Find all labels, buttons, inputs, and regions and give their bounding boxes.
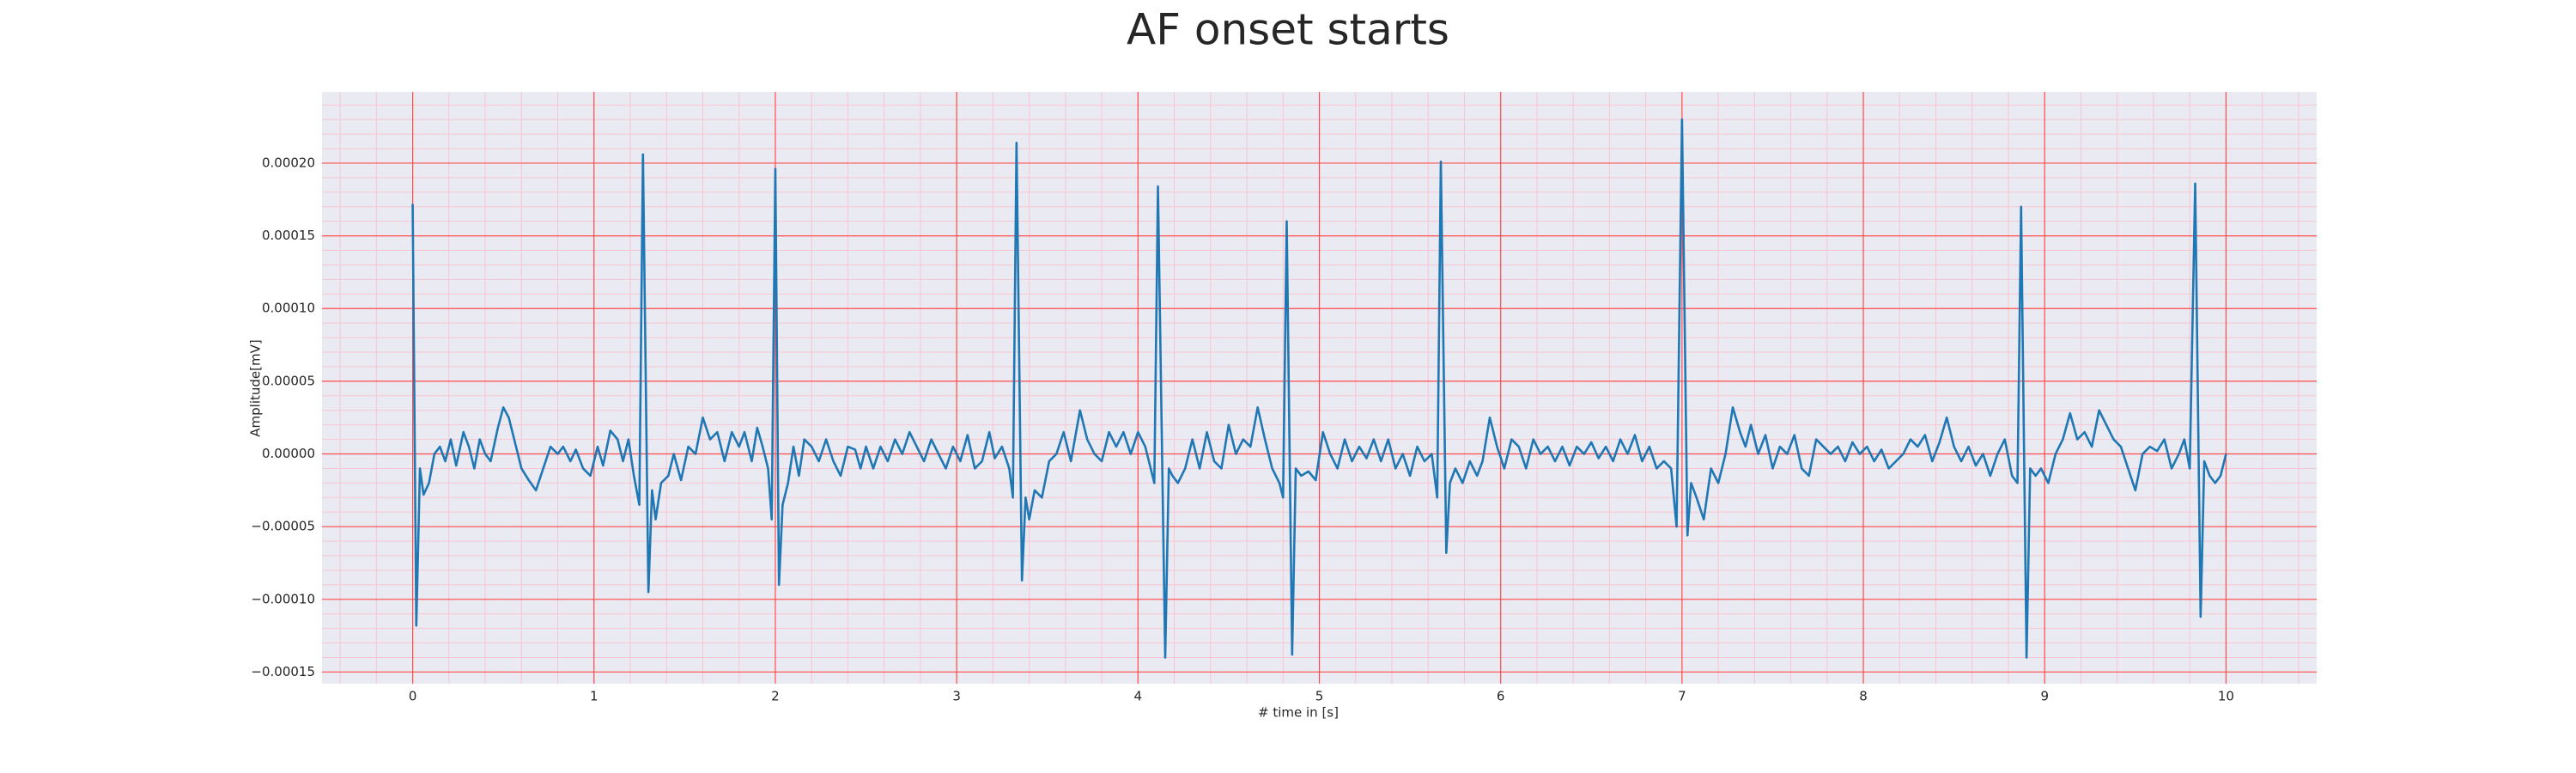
x-axis-label: # time in [s] bbox=[1258, 705, 1339, 721]
x-tick-label: 4 bbox=[1134, 689, 1143, 704]
x-tick-label: 2 bbox=[771, 689, 780, 704]
x-tick-label: 3 bbox=[952, 689, 961, 704]
y-tick-label: 0.00020 bbox=[262, 155, 315, 170]
y-tick-label: 0.00015 bbox=[262, 228, 315, 243]
x-tick-label: 6 bbox=[1497, 689, 1505, 704]
x-tick-label: 5 bbox=[1315, 689, 1324, 704]
y-tick-label: 0.00005 bbox=[262, 373, 315, 388]
y-axis-label: Amplitude[mV] bbox=[248, 339, 264, 436]
y-tick-label: 0.00010 bbox=[262, 301, 315, 316]
y-tick-label: −0.00010 bbox=[251, 591, 315, 606]
y-tick-label: −0.00005 bbox=[251, 519, 315, 534]
x-tick-label: 0 bbox=[409, 689, 417, 704]
x-tick-label: 7 bbox=[1678, 689, 1686, 704]
y-tick-label: −0.00015 bbox=[251, 664, 315, 679]
y-tick-label: 0.00000 bbox=[262, 446, 315, 461]
x-tick-label: 8 bbox=[1859, 689, 1868, 704]
x-tick-label: 1 bbox=[590, 689, 598, 704]
chart-title: AF onset starts bbox=[1127, 5, 1449, 55]
x-tick-label: 9 bbox=[2040, 689, 2049, 704]
x-tick-label: 10 bbox=[2218, 689, 2234, 704]
ecg-line bbox=[411, 118, 2227, 659]
